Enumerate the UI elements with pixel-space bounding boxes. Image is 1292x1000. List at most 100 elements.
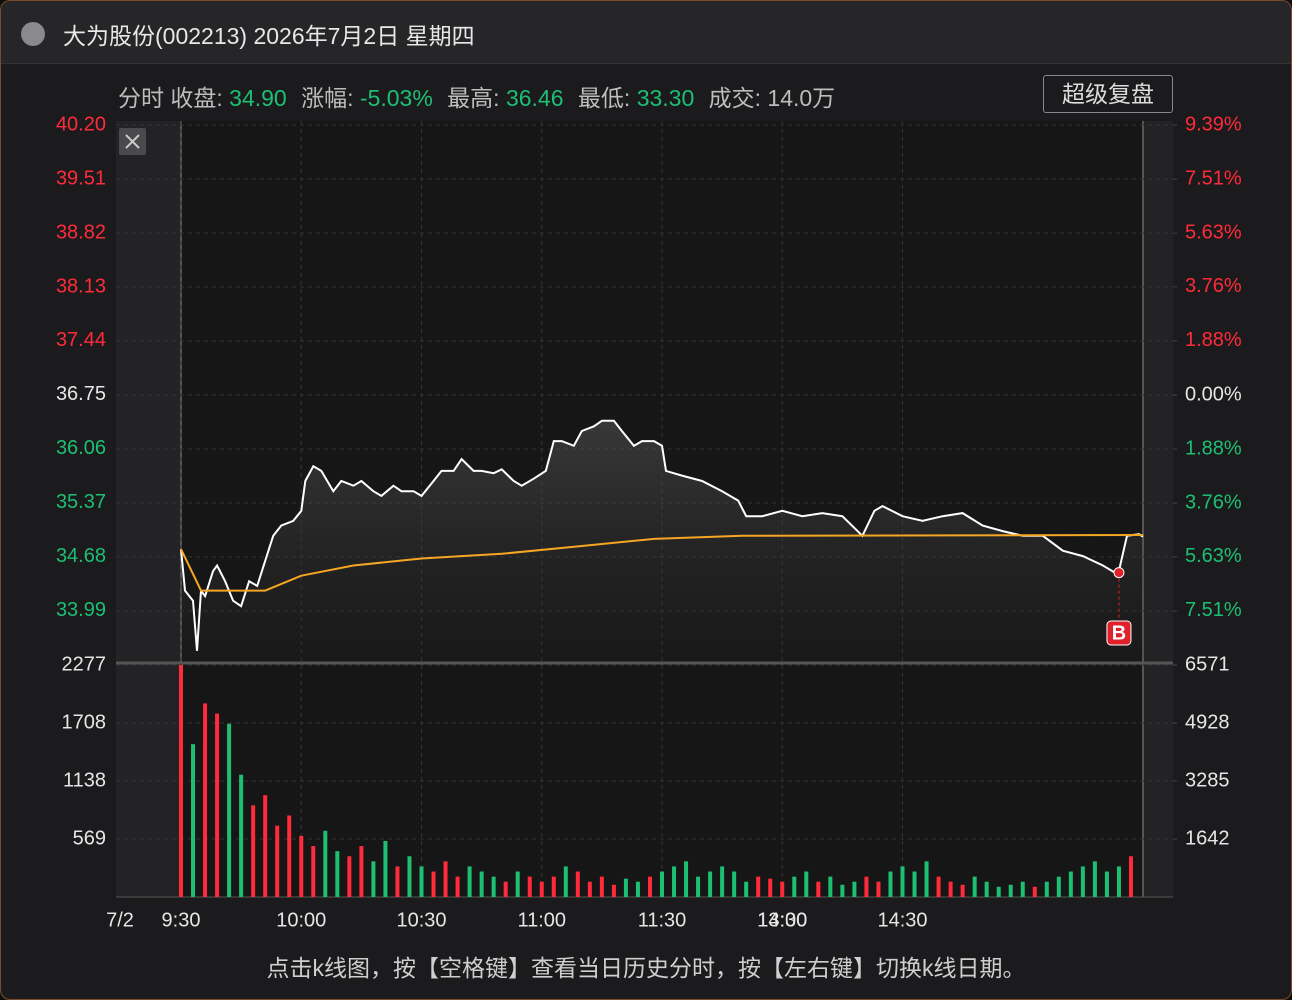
volume-bar <box>804 871 809 897</box>
volume-bar <box>647 876 652 897</box>
volume-bar <box>467 866 472 897</box>
volume-bar <box>443 861 448 897</box>
y2-tick-label: 3.76% <box>1185 491 1242 513</box>
volume-bar <box>383 840 388 897</box>
volume-bar <box>623 878 628 897</box>
y2-tick-label: 1.88% <box>1185 329 1242 351</box>
y-tick-label: 35.37 <box>56 491 106 513</box>
date-label: 7/2 <box>106 909 134 931</box>
volume-bar <box>972 876 977 897</box>
volume-bar <box>1128 856 1133 897</box>
x-tick-label: 11:00 <box>517 909 566 931</box>
volume-bar <box>311 846 316 897</box>
volume-bar <box>732 871 737 897</box>
volume-bar <box>527 876 532 897</box>
y-tick-label: 569 <box>73 827 106 849</box>
price-area <box>181 420 1143 661</box>
y2-tick-label: 1.88% <box>1185 437 1242 459</box>
price-line <box>180 419 1144 651</box>
y-tick-label: 38.13 <box>56 275 106 297</box>
title-bar: 大为股份(002213) 2026年7月2日 星期四 <box>1 1 1291 64</box>
volume-bar <box>1116 866 1121 897</box>
volume-bar <box>816 881 821 897</box>
volume-bar <box>720 866 725 897</box>
volume-bar <box>840 884 845 897</box>
y-tick-label: 40.20 <box>56 113 106 135</box>
x-tick-label: 14:30 <box>877 909 927 931</box>
volume-bar <box>1020 881 1025 897</box>
y2-tick-label: 4928 <box>1185 711 1230 733</box>
volume-bar <box>1008 884 1013 897</box>
y-tick-label: 33.99 <box>56 599 106 621</box>
after-bg <box>1143 121 1173 897</box>
info-value: 36.46 <box>505 85 564 111</box>
info-value: 14.0万 <box>767 85 836 111</box>
volume-bar <box>900 866 905 897</box>
y2-tick-label: 9.39% <box>1185 113 1242 135</box>
x-tick-label: 11:30 <box>638 909 687 931</box>
volume-bar <box>635 881 640 897</box>
annotation-badge <box>1106 620 1132 646</box>
y2-tick-label: 5.63% <box>1185 545 1242 567</box>
volume-bar <box>539 881 544 897</box>
volume-bar <box>503 881 508 897</box>
annotation-label: B <box>1112 622 1126 644</box>
volume-bar <box>179 665 183 897</box>
avg-line <box>180 534 1144 592</box>
annotation-point <box>1113 567 1125 579</box>
mode: 分时 <box>118 85 164 111</box>
volume-bar <box>587 881 592 897</box>
volume-bar <box>756 876 761 897</box>
info-line: 分时 收盘: 34.90 涨幅: -5.03% 最高: 36.46 最低: 33… <box>118 79 835 113</box>
y2-tick-label: 0.00% <box>1185 383 1242 405</box>
info-label: 涨幅: <box>301 85 354 111</box>
footer-hint: 点击k线图，按【空格键】查看当日历史分时，按【左右键】切换k线日期。 <box>266 955 1026 981</box>
volume-bar <box>335 851 340 897</box>
info-value: 33.30 <box>636 85 695 111</box>
volume-bar <box>1056 876 1061 897</box>
y2-tick-label: 7.51% <box>1185 599 1242 621</box>
replay-button[interactable]: 超级复盘 <box>1043 75 1173 113</box>
volume-bar <box>948 881 953 897</box>
volume-bar <box>864 876 869 897</box>
volume-bar <box>227 723 232 897</box>
y-tick-label: 36.75 <box>56 383 106 405</box>
y-tick-label: 1138 <box>63 769 106 791</box>
volume-bar <box>696 876 701 897</box>
volume-bar <box>599 876 604 897</box>
y2-tick-label: 1642 <box>1185 827 1230 849</box>
auction-bg <box>116 121 181 897</box>
volume-bar <box>912 871 917 897</box>
volume-bar <box>1080 866 1085 897</box>
y2-tick-label: 5.63% <box>1185 221 1242 243</box>
y-tick-label: 37.44 <box>56 329 106 351</box>
volume-bar <box>515 871 520 897</box>
volume-bar <box>888 871 893 897</box>
volume-bar <box>419 866 424 897</box>
y2-tick-label: 6571 <box>1185 653 1230 675</box>
volume-bar <box>660 871 664 897</box>
volume-bar <box>347 856 352 897</box>
volume-bar <box>239 774 244 897</box>
info-label: 最低: <box>577 85 631 111</box>
volume-bar <box>611 884 616 897</box>
volume-bar <box>263 795 268 897</box>
close-icon <box>125 134 140 149</box>
window-button[interactable] <box>21 22 45 46</box>
volume-bar <box>287 815 292 897</box>
volume-bar <box>395 866 400 897</box>
volume-bar <box>960 884 965 897</box>
volume-bar <box>215 713 220 897</box>
y-tick-label: 34.68 <box>56 545 106 567</box>
volume-bar <box>371 861 376 897</box>
x-tick-label: 10:00 <box>276 909 326 931</box>
info-value: 34.90 <box>229 85 287 111</box>
y-tick-label: 39.51 <box>56 167 106 189</box>
volume-bar <box>455 876 460 897</box>
volume-bar <box>431 871 436 897</box>
volume-bar <box>191 744 196 897</box>
window-title: 大为股份(002213) 2026年7月2日 星期四 <box>63 23 475 49</box>
y2-tick-label: 3285 <box>1185 769 1230 791</box>
x-tick-label: 13:30 <box>757 909 807 931</box>
